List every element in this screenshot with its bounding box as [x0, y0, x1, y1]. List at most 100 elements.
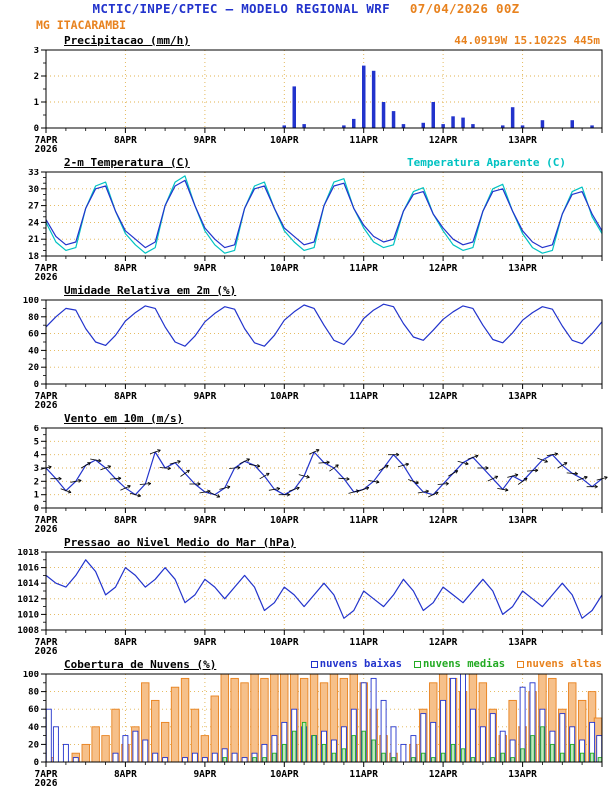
panel-cloud-cover: Cobertura de Nuvens (%) nuvens baixas nu…	[0, 657, 612, 789]
svg-text:13APR: 13APR	[508, 263, 537, 274]
model-title: MCTIC/INPE/CPTEC — MODELO REGIONAL WRF	[92, 1, 390, 16]
svg-text:10APR: 10APR	[270, 769, 299, 780]
mid-cloud-swatch-icon	[413, 660, 421, 668]
legend-label: nuvens baixas	[319, 657, 402, 670]
series-pressao-nivel-mar	[45, 559, 603, 619]
wind-barbs	[40, 449, 608, 498]
svg-text:8APR: 8APR	[114, 637, 137, 648]
svg-text:11APR: 11APR	[349, 391, 378, 402]
svg-text:1008: 1008	[17, 626, 39, 636]
series-temperatura-aparente	[45, 175, 603, 254]
svg-text:2026: 2026	[35, 400, 58, 411]
svg-text:20: 20	[28, 363, 39, 373]
svg-text:10APR: 10APR	[270, 515, 299, 526]
svg-text:12APR: 12APR	[429, 637, 458, 648]
svg-text:1014: 1014	[17, 579, 39, 589]
svg-text:13APR: 13APR	[508, 515, 537, 526]
svg-text:80: 80	[28, 313, 39, 323]
apparent-temperature-legend: Temperatura Aparente (C)	[407, 155, 566, 169]
svg-text:7APR: 7APR	[35, 391, 58, 402]
legend-nuvens-medias: nuvens medias	[413, 657, 506, 670]
svg-text:30: 30	[28, 185, 39, 195]
svg-text:40: 40	[28, 346, 39, 356]
svg-text:9APR: 9APR	[193, 135, 216, 146]
series-velocidade-vento	[45, 451, 603, 496]
series-temperatura	[45, 179, 603, 249]
cloud-legend: nuvens baixas nuvens medias nuvens altas	[310, 657, 602, 670]
panel-wind: Vento em 10m (m/s) 0 1 2 3 4 5 6 7APR 2026 8APR 9A…	[0, 411, 612, 535]
svg-text:12APR: 12APR	[429, 135, 458, 146]
svg-text:2026: 2026	[35, 272, 58, 283]
panel-temperature: 2-m Temperatura (C) Temperatura Aparente…	[0, 155, 612, 283]
svg-text:3: 3	[34, 464, 39, 474]
panel-wind-header: Vento em 10m (m/s)	[0, 411, 612, 425]
svg-text:20: 20	[28, 740, 39, 750]
legend-nuvens-baixas: nuvens baixas	[310, 657, 402, 670]
panel-title-cloud-cover: Cobertura de Nuvens (%)	[64, 657, 217, 671]
legend-label: nuvens medias	[422, 657, 506, 670]
panel-pressure: Pressao ao Nivel Medio do Mar (hPa) 1008…	[0, 535, 612, 657]
series-umidade-relativa	[45, 303, 603, 347]
svg-text:6: 6	[34, 425, 39, 434]
svg-text:7APR: 7APR	[35, 515, 58, 526]
gridlines	[46, 428, 602, 508]
svg-text:9APR: 9APR	[193, 769, 216, 780]
run-datetime: 07/04/2026 00Z	[409, 1, 520, 16]
svg-text:3: 3	[34, 47, 39, 56]
svg-text:2: 2	[34, 72, 39, 82]
svg-text:13APR: 13APR	[508, 637, 537, 648]
panel-temperature-header: 2-m Temperatura (C) Temperatura Aparente…	[0, 155, 612, 169]
svg-text:13APR: 13APR	[508, 391, 537, 402]
svg-text:80: 80	[28, 688, 39, 698]
svg-text:10APR: 10APR	[270, 263, 299, 274]
legend-nuvens-altas: nuvens altas	[517, 659, 602, 670]
svg-text:21: 21	[28, 235, 39, 245]
svg-text:2026: 2026	[35, 646, 58, 657]
svg-text:0: 0	[34, 124, 39, 134]
svg-text:11APR: 11APR	[349, 769, 378, 780]
gridlines	[46, 172, 602, 256]
svg-text:12APR: 12APR	[429, 391, 458, 402]
station-name: MG ITACARAMBI	[36, 18, 127, 32]
high-cloud-swatch-icon	[517, 660, 525, 668]
low-cloud-swatch-icon	[310, 660, 318, 668]
svg-text:2026: 2026	[35, 778, 58, 789]
svg-text:8APR: 8APR	[114, 391, 137, 402]
station-location: 44.0919W 15.1022S 445m	[454, 33, 600, 47]
svg-text:100: 100	[23, 297, 39, 306]
svg-text:7APR: 7APR	[35, 637, 58, 648]
panel-pressure-header: Pressao ao Nivel Medio do Mar (hPa)	[0, 535, 612, 549]
svg-text:9APR: 9APR	[193, 637, 216, 648]
panel-humidity-header: Umidade Relativa em 2m (%)	[0, 283, 612, 297]
svg-text:12APR: 12APR	[429, 263, 458, 274]
svg-text:10APR: 10APR	[270, 637, 299, 648]
svg-text:13APR: 13APR	[508, 135, 537, 146]
svg-text:4: 4	[34, 451, 40, 461]
panel-title-precipitation: Precipitacao (mm/h)	[64, 33, 190, 47]
svg-text:1: 1	[34, 98, 39, 108]
svg-text:11APR: 11APR	[349, 637, 378, 648]
series-precipitacao	[282, 65, 594, 128]
svg-text:13APR: 13APR	[508, 769, 537, 780]
svg-text:11APR: 11APR	[349, 135, 378, 146]
gridlines	[46, 50, 602, 128]
panel-title-temperature: 2-m Temperatura (C)	[64, 155, 190, 169]
svg-text:18: 18	[28, 252, 39, 262]
panel-title-pressure: Pressao ao Nivel Medio do Mar (hPa)	[64, 535, 296, 549]
svg-text:8APR: 8APR	[114, 263, 137, 274]
svg-text:24: 24	[28, 218, 39, 228]
svg-text:2: 2	[34, 477, 39, 487]
svg-text:9APR: 9APR	[193, 515, 216, 526]
svg-text:5: 5	[34, 437, 39, 447]
